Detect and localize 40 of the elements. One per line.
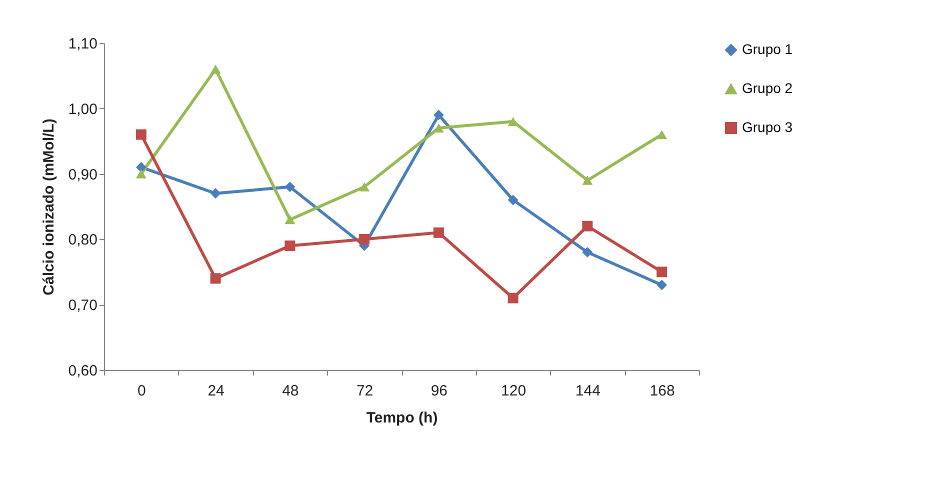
x-tick-label: 48 [282, 382, 299, 400]
point [508, 292, 518, 304]
point [210, 273, 221, 284]
y-tick-label: 1,00 [68, 100, 98, 118]
point [433, 227, 444, 238]
point [656, 130, 668, 140]
point [656, 266, 668, 278]
y-tick-label: 0,60 [68, 362, 98, 380]
point [582, 220, 593, 232]
x-axis-title: Tempo (h) [366, 410, 438, 426]
x-tick-label: 144 [575, 382, 600, 400]
point [433, 110, 444, 120]
legend-label: Grupo 1 [742, 41, 793, 57]
point [284, 240, 296, 251]
point [284, 215, 296, 224]
point [136, 169, 146, 178]
point [284, 182, 296, 192]
y-axis-title: Cálcio ionizado (mMol/L) [40, 118, 58, 296]
point [136, 129, 146, 140]
y-tick-label: 0,80 [68, 232, 98, 249]
point [359, 234, 370, 244]
point [359, 182, 370, 192]
x-tick-label: 72 [356, 382, 374, 400]
x-tick-label: 168 [650, 382, 675, 400]
point [582, 176, 593, 185]
legend-label: Grupo 2 [742, 80, 793, 96]
point [656, 280, 668, 290]
point [210, 188, 221, 199]
legend-label: Grupo 3 [742, 119, 793, 135]
point [136, 162, 146, 173]
y-tick-label: 0,90 [68, 166, 98, 184]
x-tick-label: 120 [501, 382, 526, 400]
point [508, 194, 518, 206]
point [210, 64, 221, 74]
y-tick-label: 1,10 [68, 36, 98, 52]
y-tick-label: 0,70 [68, 297, 98, 314]
x-tick-label: 96 [430, 382, 448, 400]
x-tick-label: 24 [208, 382, 224, 400]
point [582, 247, 593, 258]
x-tick-label: 0 [138, 382, 146, 400]
